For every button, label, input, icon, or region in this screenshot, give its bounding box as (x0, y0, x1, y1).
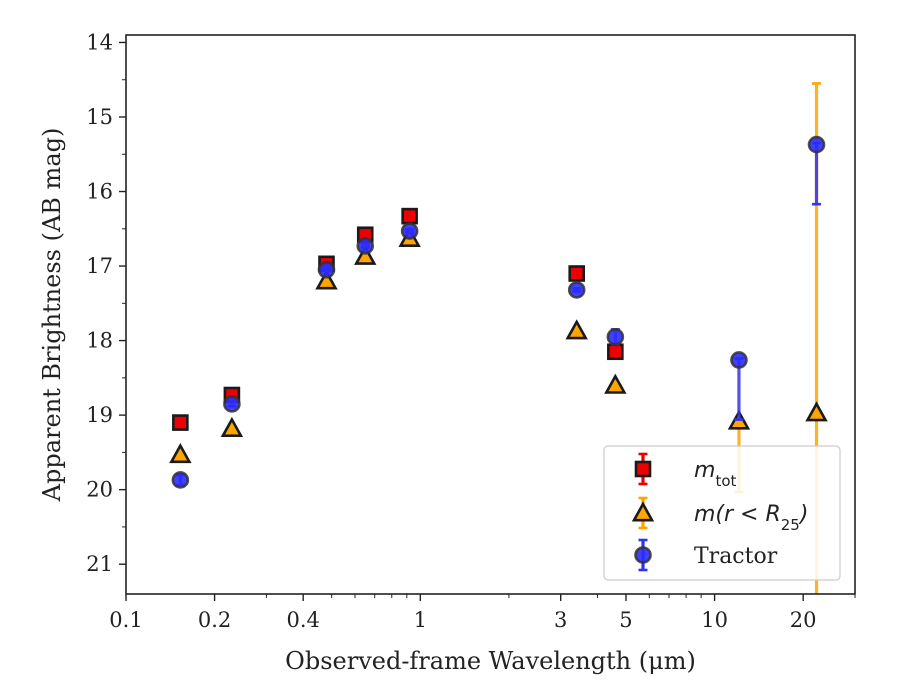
y-tick-label: 18 (86, 329, 113, 353)
legend-label-tractor: Tractor (694, 544, 778, 569)
x-tick-label: 1 (414, 608, 427, 632)
data-point (317, 260, 336, 279)
data-point (223, 395, 241, 413)
y-tick-label: 21 (86, 552, 113, 576)
y-tick-label: 20 (86, 478, 113, 502)
legend-marker (634, 460, 652, 478)
data-point (172, 414, 189, 431)
data-point (604, 373, 627, 394)
data-point (356, 237, 375, 255)
x-axis-label: Observed-frame Wavelength (μm) (285, 647, 696, 675)
x-axis: 0.1 0.2 0.4 1 3 5 10 20 (109, 594, 856, 632)
legend: mtot m(r < R25) Tractor (603, 445, 841, 581)
y-tick-label: 15 (86, 105, 113, 129)
data-point (315, 269, 338, 290)
legend-marker (634, 546, 652, 564)
y-axis: 14 15 16 17 18 19 20 21 (86, 30, 126, 576)
x-tick-label: 3 (554, 608, 567, 632)
data-point (171, 471, 190, 489)
data-point (220, 416, 244, 438)
y-tick-label: 16 (86, 180, 113, 204)
legend-box (603, 445, 841, 581)
x-tick-label: 10 (701, 608, 728, 632)
x-tick-label: 5 (619, 608, 632, 632)
data-point (565, 319, 588, 340)
x-tick-label: 0.2 (198, 608, 231, 632)
legend-marker (631, 501, 655, 522)
legend-label-mr25: m(r < R25) (694, 502, 808, 534)
data-point (805, 401, 828, 422)
data-point (567, 281, 586, 299)
data-point (568, 265, 586, 282)
data-point (730, 351, 748, 369)
data-point (400, 222, 419, 240)
y-tick-label: 14 (86, 30, 113, 54)
y-tick-label: 19 (86, 403, 113, 427)
data-point (354, 244, 377, 265)
series-mtot (172, 207, 624, 431)
y-axis-label: Apparent Brightness (AB mag) (38, 128, 66, 503)
data-point (807, 135, 826, 154)
x-tick-label: 20 (790, 608, 817, 632)
legend-label-mtot: mtot (694, 458, 736, 490)
data-point (607, 343, 624, 361)
series-tractor (171, 135, 826, 489)
y-tick-label: 17 (86, 254, 113, 278)
x-tick-label: 0.4 (286, 608, 319, 632)
data-point (169, 442, 192, 464)
data-point (606, 328, 625, 346)
plot-frame (125, 34, 856, 595)
data-point (401, 207, 418, 225)
x-tick-label: 0.1 (109, 608, 142, 632)
